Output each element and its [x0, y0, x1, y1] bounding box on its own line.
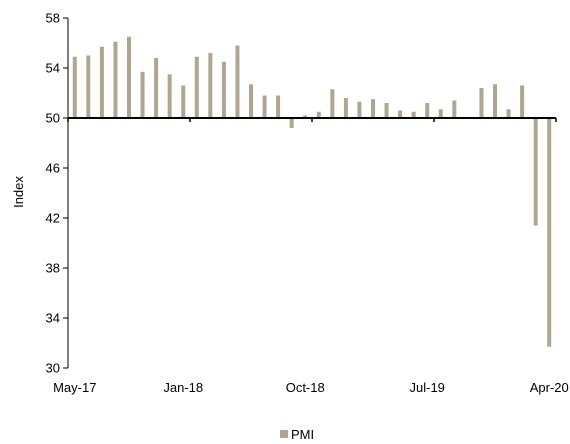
bar — [140, 71, 145, 118]
bar — [330, 89, 335, 118]
bar — [316, 111, 321, 118]
bar — [167, 74, 172, 118]
y-tick-label: 34 — [46, 311, 60, 326]
bar — [289, 118, 294, 128]
bar — [533, 118, 538, 226]
bar — [154, 58, 159, 118]
bar — [452, 100, 457, 118]
bar — [99, 46, 104, 118]
bar — [371, 99, 375, 118]
y-tick-label: 38 — [46, 261, 60, 276]
x-tick-label: Apr-20 — [530, 380, 569, 395]
y-tick-label: 50 — [46, 111, 60, 126]
bar — [343, 98, 348, 118]
y-axis: 30 34 38 42 46 50 54 58 — [46, 11, 69, 376]
x-tick-label: Jan-18 — [163, 380, 203, 395]
legend-swatch-pmi — [280, 430, 288, 438]
bar — [547, 118, 552, 347]
y-tick-label: 42 — [46, 211, 60, 226]
legend-label-pmi: PMI — [291, 427, 314, 442]
bar — [127, 36, 131, 118]
y-axis-title: Index — [11, 176, 26, 208]
x-tick-label: Oct-18 — [286, 380, 325, 395]
bar — [249, 84, 253, 118]
bar — [506, 109, 511, 118]
bar — [276, 95, 281, 118]
bar — [520, 85, 525, 118]
bar — [425, 103, 430, 118]
y-tick-label: 54 — [46, 61, 60, 76]
bar-series-pmi — [72, 36, 552, 347]
y-tick-label: 58 — [46, 11, 60, 26]
bar — [479, 88, 484, 118]
bar — [384, 103, 389, 118]
bar — [221, 61, 226, 118]
bar — [411, 111, 416, 118]
bar — [72, 56, 77, 118]
bar — [398, 110, 403, 118]
legend: PMI — [280, 427, 314, 442]
bar — [438, 109, 443, 118]
bar — [262, 95, 267, 118]
bar — [357, 101, 362, 118]
bar — [86, 55, 91, 118]
y-tick-label: 46 — [46, 161, 60, 176]
bar — [493, 84, 497, 118]
bar — [303, 115, 308, 118]
x-tick-label: Jul-19 — [410, 380, 445, 395]
y-tick-label: 30 — [46, 361, 60, 376]
bar — [194, 56, 199, 118]
bar — [235, 45, 240, 118]
bar — [181, 85, 186, 118]
bar — [208, 53, 213, 118]
x-tick-label: May-17 — [53, 380, 96, 395]
bar — [113, 41, 118, 118]
x-axis: May-17 Jan-18 Oct-18 Jul-19 Apr-20 — [53, 117, 569, 395]
